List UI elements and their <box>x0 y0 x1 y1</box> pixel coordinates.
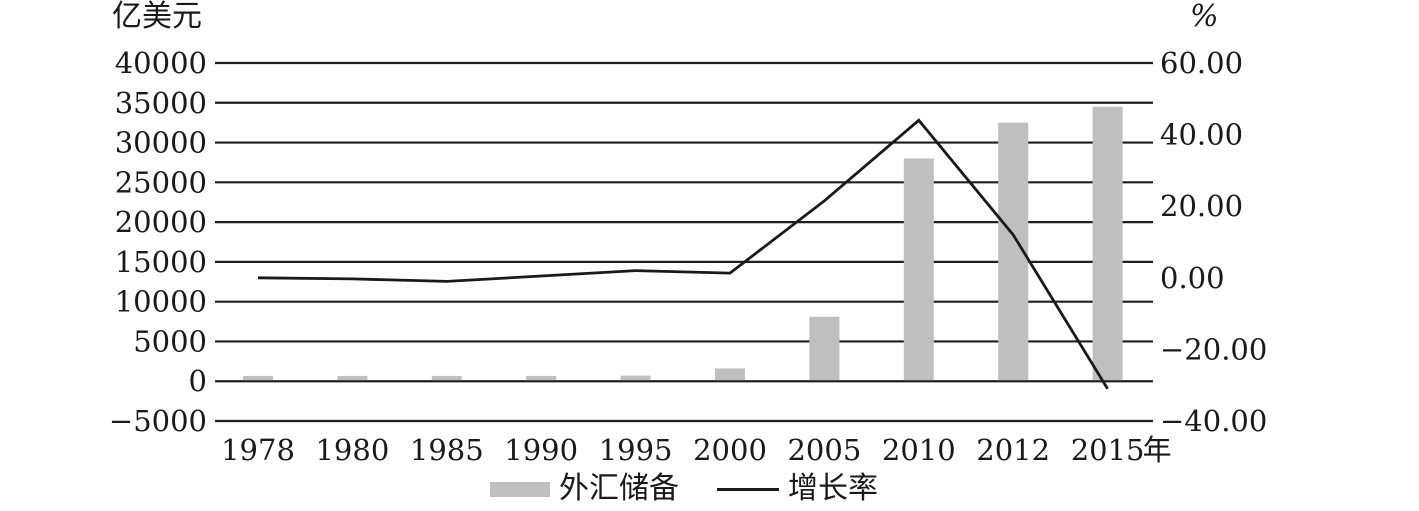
bar-swatch-icon <box>490 481 550 497</box>
left-axis-tick-label: −5000 <box>109 404 207 438</box>
legend-item-growth-rate: 增长率 <box>717 474 878 504</box>
bar-2015 <box>1092 106 1123 381</box>
left-axis-tick-label: 20000 <box>115 205 207 239</box>
right-axis-tick-label: 60.00 <box>1160 46 1243 80</box>
left-axis-tick-label: 25000 <box>115 165 207 199</box>
left-axis-tick-label: 30000 <box>115 126 207 160</box>
bar-1985 <box>431 375 462 381</box>
right-axis-title: % <box>1190 0 1219 34</box>
x-axis-tick-label-1985: 1985 <box>410 433 484 467</box>
x-axis-unit-label: 年 <box>1143 433 1172 467</box>
x-axis-tick-label-2000: 2000 <box>693 433 767 467</box>
x-axis-tick-label-1995: 1995 <box>599 433 673 467</box>
bar-2005 <box>809 316 840 381</box>
x-axis-tick-label-1980: 1980 <box>315 433 389 467</box>
left-axis-tick-label: 5000 <box>133 324 207 358</box>
bar-1980 <box>337 375 368 381</box>
x-axis-tick-label-1978: 1978 <box>221 433 295 467</box>
growth-rate-line <box>257 118 1109 390</box>
bar-2010 <box>903 158 934 381</box>
right-axis-tick-label: 40.00 <box>1160 118 1243 152</box>
x-axis-tick-label-2015: 2015 <box>1071 433 1145 467</box>
x-axis-tick-label-2005: 2005 <box>787 433 861 467</box>
bar-1995 <box>620 375 651 381</box>
left-axis-title: 亿美元 <box>112 0 202 34</box>
line-swatch-icon <box>717 487 779 491</box>
right-axis-tick-label: 0.00 <box>1160 261 1225 295</box>
legend: 外汇储备 增长率 <box>215 474 1153 504</box>
bar-1990 <box>526 375 557 381</box>
left-axis-tick-label: 15000 <box>115 245 207 279</box>
right-axis-tick-label: −20.00 <box>1160 332 1267 366</box>
left-axis-tick-label: 0 <box>189 364 207 398</box>
legend-label-reserves: 外汇储备 <box>559 471 679 506</box>
legend-label-growth-rate: 增长率 <box>788 471 878 506</box>
x-axis-tick-label-2012: 2012 <box>976 433 1050 467</box>
bar-2000 <box>715 368 745 381</box>
x-axis-tick-label-2010: 2010 <box>882 433 956 467</box>
left-axis-tick-label: 10000 <box>115 285 207 319</box>
left-axis-tick-label: 40000 <box>115 46 207 80</box>
left-axis-tick-label: 35000 <box>115 86 207 120</box>
x-axis-tick-label-1990: 1990 <box>504 433 578 467</box>
legend-item-reserves: 外汇储备 <box>490 474 679 504</box>
right-axis-tick-label: −40.00 <box>1160 404 1267 438</box>
bar-1978 <box>243 375 273 381</box>
right-axis-tick-label: 20.00 <box>1160 189 1243 223</box>
